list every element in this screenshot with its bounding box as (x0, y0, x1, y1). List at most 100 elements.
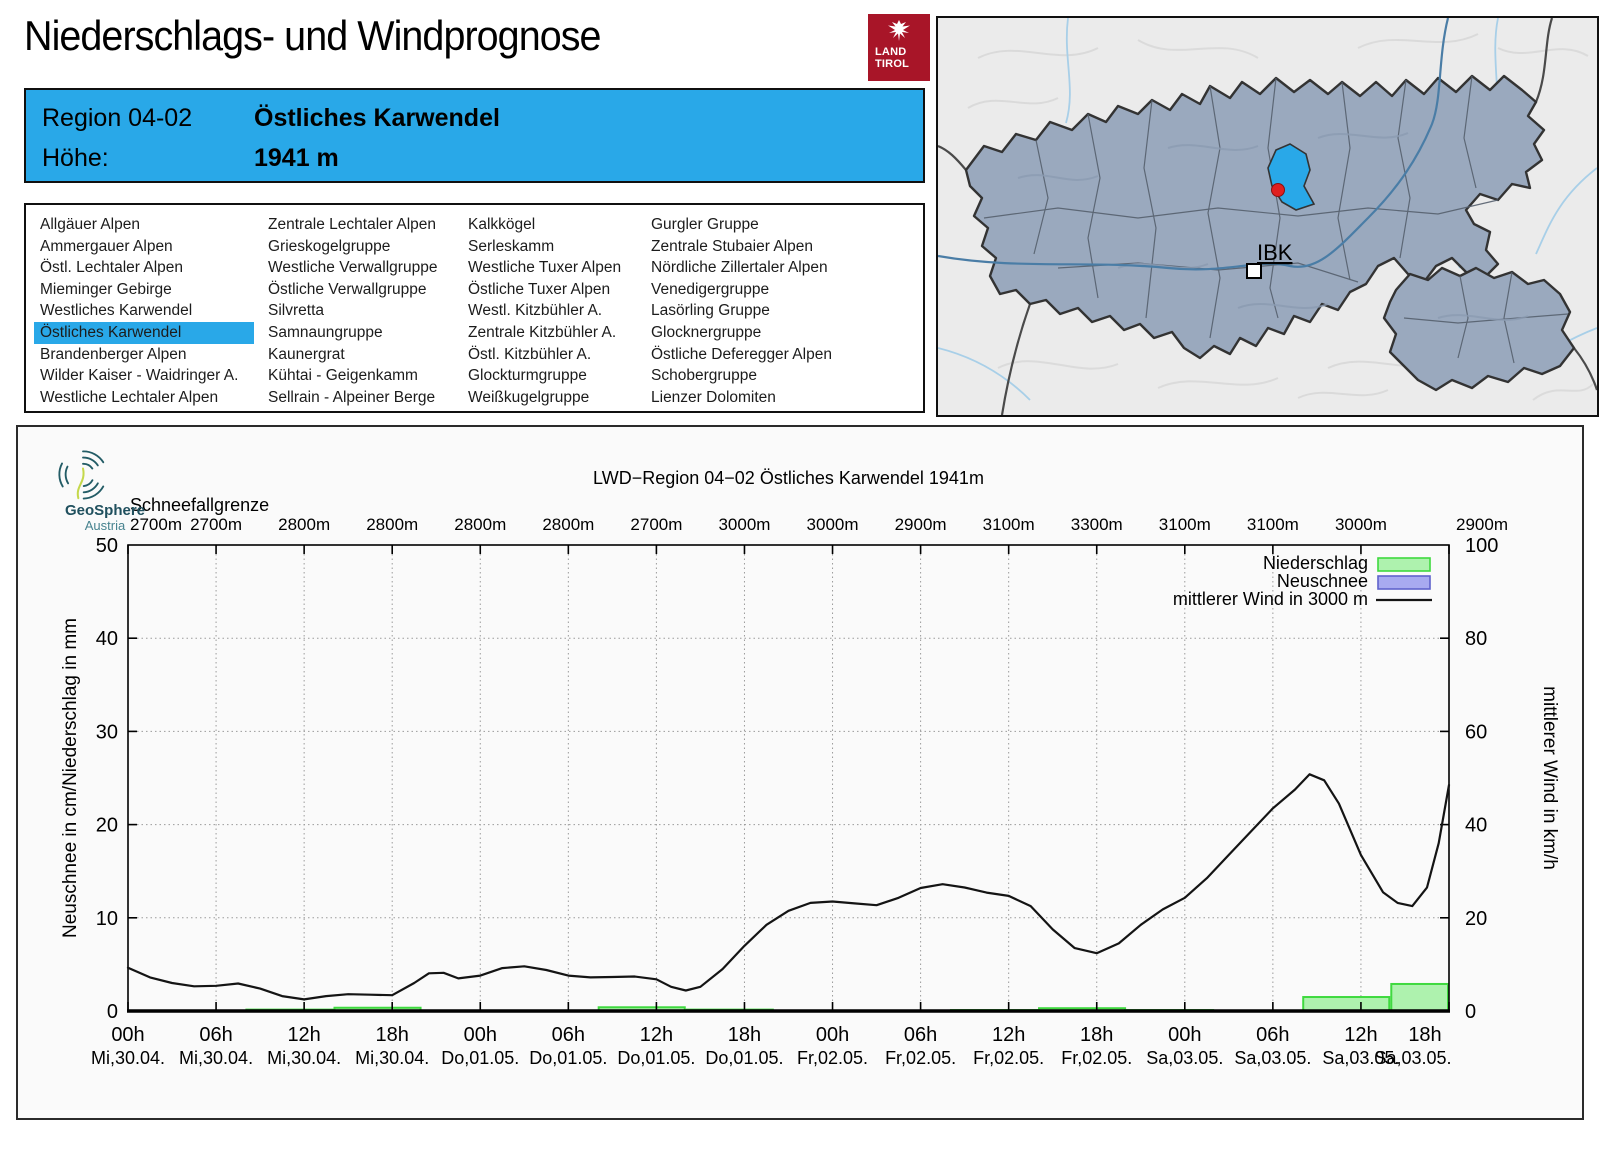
land-tirol-logo: LAND TIROL (868, 14, 930, 81)
region-list-item[interactable]: Westliches Karwendel (40, 302, 193, 320)
ibk-marker (1246, 263, 1262, 279)
legend-label: mittlerer Wind in 3000 m (1173, 589, 1368, 609)
region-list-item[interactable]: Östl. Lechtaler Alpen (40, 259, 184, 277)
y-right-tick-label: 60 (1465, 721, 1487, 743)
map-panel: IBK (936, 16, 1599, 417)
region-list: Allgäuer Alpen Ammergauer Alpen Östl. Lech… (24, 203, 925, 413)
region-list-item[interactable]: Östl. Kitzbühler A. (468, 345, 592, 363)
x-tick-date-label: Sa,03.05. (1146, 1048, 1223, 1068)
x-tick-time-label: 18h (1080, 1024, 1113, 1046)
region-list-item[interactable]: Kaunergrat (268, 345, 345, 363)
snowline-value: 2700m (130, 515, 182, 534)
region-list-item[interactable]: Serleskamm (468, 237, 555, 255)
snowline-value: 2800m (454, 515, 506, 534)
y-right-tick-label: 80 (1465, 628, 1487, 650)
region-list-item[interactable]: Nördliche Zillertaler Alpen (651, 259, 828, 277)
region-list-item[interactable]: Silvretta (268, 302, 324, 320)
region-list-item[interactable]: Zentrale Stubaier Alpen (651, 237, 813, 255)
x-tick-time-label: 06h (199, 1024, 232, 1046)
y-left-tick-label: 50 (96, 535, 118, 557)
border-lines (938, 18, 1597, 415)
region-list-item[interactable]: Zentrale Kitzbühler A. (468, 323, 617, 341)
region-list-item[interactable]: Gurgler Gruppe (651, 216, 759, 233)
x-tick-time-label: 12h (992, 1024, 1025, 1046)
region-list-item[interactable]: Brandenberger Alpen (40, 345, 187, 363)
x-tick-time-label: 06h (1256, 1024, 1289, 1046)
x-tick-date-label: Do,01.05. (617, 1048, 695, 1068)
chart-title: LWD−Region 04−02 Östliches Karwendel 194… (593, 468, 984, 488)
region-list-item[interactable]: Ammergauer Alpen (40, 237, 173, 255)
region-list-item[interactable]: Östliche Verwallgruppe (268, 280, 427, 298)
map-region-east-tirol[interactable] (1382, 266, 1576, 392)
region-list-item[interactable]: Östliches Karwendel (34, 321, 254, 344)
snowline-value: 2700m (190, 515, 242, 534)
snowline-value: 2800m (366, 515, 418, 534)
x-tick-time-label: 00h (1168, 1024, 1201, 1046)
x-tick-time-label: 00h (816, 1024, 849, 1046)
region-list-item[interactable]: Allgäuer Alpen (40, 216, 140, 233)
region-list-item[interactable]: Samnaungruppe (268, 323, 383, 341)
x-tick-date-label: Fr,02.05. (1061, 1048, 1132, 1068)
region-list-column: Allgäuer Alpen Ammergauer Alpen Östl. Lech… (34, 214, 254, 408)
x-tick-date-label: Mi,30.04. (267, 1048, 341, 1068)
page-title: Niederschlags- und Windprognose (24, 12, 601, 59)
region-list-item[interactable]: Schobergruppe (651, 367, 757, 385)
logo-text-land: LAND (875, 46, 907, 58)
geosphere-logo: GeoSphere Austria (44, 445, 166, 533)
snowline-value: 2800m (542, 515, 594, 534)
region-list-item[interactable]: Östliche Tuxer Alpen (468, 280, 611, 298)
region-list-item[interactable]: Sellrain - Alpeiner Berge (268, 388, 436, 406)
snowline-value: 2900m (895, 515, 947, 534)
y-left-tick-label: 10 (96, 908, 118, 930)
region-list-item[interactable]: Glocknergruppe (651, 323, 762, 341)
y-right-axis-title: mittlerer Wind in km/h (1539, 686, 1560, 870)
snowline-label: Schneefallgrenze (130, 495, 269, 515)
snowline-value: 3000m (1335, 515, 1387, 534)
x-tick-time-label: 06h (904, 1024, 937, 1046)
inn-river-line (938, 18, 1450, 271)
y-right-tick-label: 0 (1465, 1001, 1476, 1023)
region-list-item[interactable]: Westliche Verwallgruppe (268, 259, 438, 277)
region-list-item[interactable]: Weißkugelgruppe (468, 388, 590, 406)
geosphere-sub: Austria (84, 518, 126, 533)
region-list-item[interactable]: Kühtai - Geigenkamm (268, 367, 418, 385)
snowline-value: 3000m (718, 515, 770, 534)
region-list-item[interactable]: Westliche Lechtaler Alpen (40, 388, 219, 406)
x-tick-time-label: 06h (552, 1024, 585, 1046)
region-list-item[interactable]: Lasörling Gruppe (651, 302, 770, 320)
region-list-item[interactable]: Westliche Tuxer Alpen (468, 259, 622, 277)
region-list-item[interactable]: Westl. Kitzbühler A. (468, 302, 603, 320)
x-tick-time-label: 12h (640, 1024, 673, 1046)
x-tick-time-label: 00h (464, 1024, 497, 1046)
y-right-tick-label: 40 (1465, 815, 1487, 837)
x-tick-date-label: Mi,30.04. (91, 1048, 165, 1068)
legend-swatch-precip (1377, 557, 1431, 572)
region-list-item[interactable]: Glockturmgruppe (468, 367, 587, 385)
region-list-item[interactable]: Mieminger Gebirge (40, 280, 172, 298)
x-tick-date-label: Do,01.05. (705, 1048, 783, 1068)
region-list-item[interactable]: Venedigergruppe (651, 280, 770, 298)
y-left-tick-label: 0 (107, 1001, 118, 1023)
snowline-value: 3100m (983, 515, 1035, 534)
region-list-item[interactable]: Zentrale Lechtaler Alpen (268, 216, 437, 233)
region-list-item[interactable]: Östliche Deferegger Alpen (651, 345, 832, 363)
x-tick-date-label: Do,01.05. (441, 1048, 519, 1068)
x-tick-date-label: Fr,02.05. (797, 1048, 868, 1068)
region-list-column: Kalkkögel Serleskamm Westliche Tuxer Alpen… (462, 214, 627, 408)
x-tick-time-label: 12h (1344, 1024, 1377, 1046)
x-tick-date-label: Sa,03.05. (1234, 1048, 1311, 1068)
region-list-item[interactable]: Lienzer Dolomiten (651, 388, 776, 406)
x-tick-date-label: Do,01.05. (529, 1048, 607, 1068)
region-list-item[interactable]: Kalkkögel (468, 216, 536, 233)
region-list-item[interactable]: Wilder Kaiser - Waidringer A. (40, 367, 239, 385)
precip-bar (1390, 982, 1450, 1012)
y-right-tick-label: 20 (1465, 908, 1487, 930)
y-left-tick-label: 30 (96, 721, 118, 743)
region-list-column: Zentrale Lechtaler Alpen Grieskogelgruppe… (262, 214, 443, 408)
region-info-box: Region 04-02 Östliches Karwendel Höhe: 1… (24, 88, 925, 183)
region-list-item[interactable]: Grieskogelgruppe (268, 237, 391, 255)
x-tick-date-label: Sa,03.05. (1322, 1048, 1399, 1068)
x-tick-date-label: Fr,02.05. (973, 1048, 1044, 1068)
y-left-tick-label: 20 (96, 815, 118, 837)
geosphere-name: GeoSphere (64, 502, 146, 519)
